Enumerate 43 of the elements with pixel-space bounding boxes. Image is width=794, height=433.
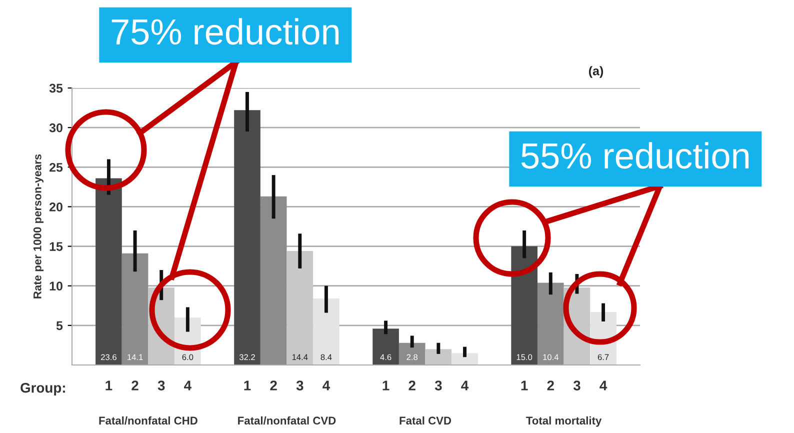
data-label: 8.4 — [320, 354, 332, 360]
data-label: 4.6 — [380, 354, 392, 360]
text: Group: — [20, 382, 65, 396]
text: 2 — [547, 380, 554, 390]
data-label: 14.1 — [128, 354, 143, 360]
text: 1 — [244, 380, 251, 390]
text: 1 — [521, 380, 528, 390]
data-label: 15.0 — [516, 354, 532, 360]
data-label: 10.4 — [543, 354, 559, 360]
text: 3 — [434, 380, 442, 390]
text: 75% reduction — [112, 18, 339, 45]
y-axis-title: Rate per 1000 person-years — [33, 154, 44, 298]
data-label: 6.0 — [182, 354, 194, 360]
text: 2 — [270, 380, 277, 390]
x-tick-label: Total mortality — [526, 416, 602, 427]
text: 3 — [573, 380, 580, 390]
series-label: 1 — [106, 380, 112, 390]
text: 2 — [408, 380, 416, 390]
data-label: 6.7 — [598, 354, 609, 360]
text: 4 — [461, 380, 469, 390]
text: 4 — [600, 380, 608, 390]
annotation: 55% reduction — [521, 142, 749, 169]
text: (a) — [588, 66, 604, 78]
series-label: 3 — [158, 380, 165, 390]
x-tick-label: Fatal/nonfatal CVD — [238, 416, 336, 425]
x-tick-label: Fatal/nonfatal CHD — [99, 416, 198, 425]
y-tick-label: 30 — [49, 123, 62, 132]
text: 4 — [322, 380, 330, 390]
data-label: 32.2 — [239, 354, 255, 360]
x-tick-label: Fatal CVD — [400, 416, 452, 425]
y-tick-label: 25 — [50, 162, 63, 172]
y-tick-label: 15 — [50, 242, 63, 251]
series-label: 4 — [184, 380, 192, 390]
data-label: 14.4 — [292, 354, 308, 360]
text: 3 — [296, 380, 304, 390]
series-label: 2 — [132, 380, 138, 390]
data-label: 23.6 — [101, 354, 116, 360]
y-tick-label: 5 — [56, 321, 63, 330]
y-tick-label: 10 — [50, 282, 62, 291]
text: 1 — [382, 380, 390, 390]
data-label: 2.8 — [406, 354, 418, 360]
y-tick-label: 35 — [49, 84, 63, 93]
y-tick-label: 20 — [50, 202, 62, 212]
